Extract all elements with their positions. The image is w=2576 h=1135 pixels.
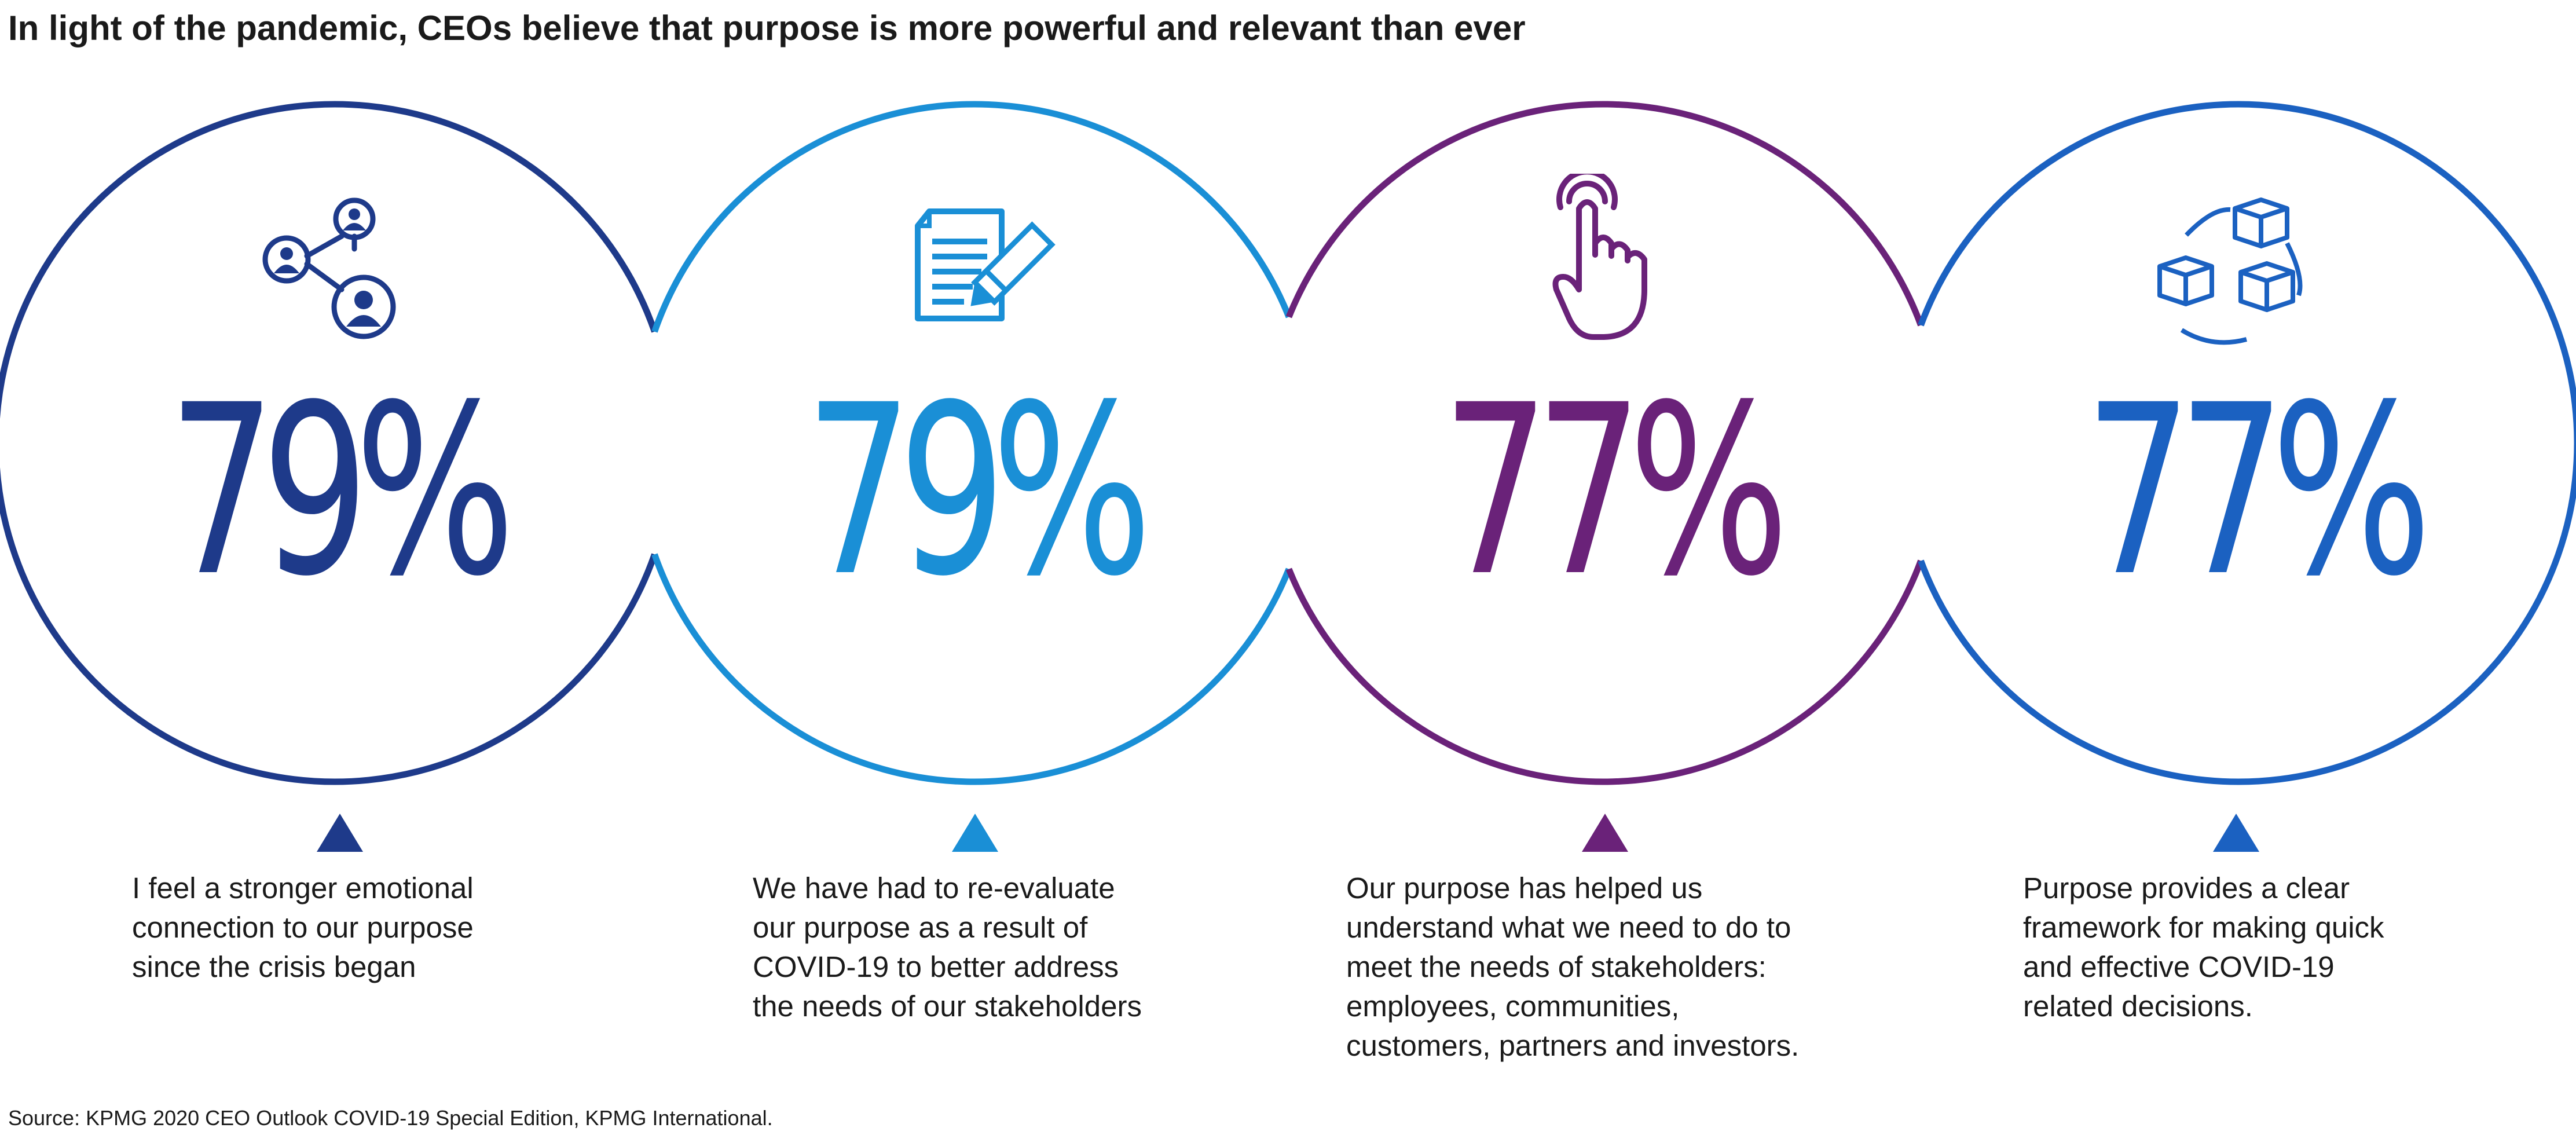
stat-value-4: 77% [2084, 354, 2432, 628]
description-line: COVID-19 to better address [753, 950, 1119, 983]
source-note: Source: KPMG 2020 CEO Outlook COVID-19 S… [8, 1106, 773, 1130]
card-description-1: I feel a stronger emotional connection t… [132, 869, 653, 987]
connected-cubes-icon [2157, 197, 2303, 345]
pointer-triangle-1 [317, 814, 363, 852]
description-line: Purpose provides a clear [2023, 872, 2350, 905]
stat-value-3: 77% [1442, 354, 1789, 628]
ring-arc [651, 553, 1292, 785]
ring-arc [0, 101, 658, 419]
card-description-4: Purpose provides a clear framework for m… [2023, 869, 2544, 1026]
description-line: Our purpose has helped us [1346, 872, 1703, 905]
pointer-triangle-4 [2213, 814, 2259, 852]
description-line: customers, partners and investors. [1346, 1029, 1800, 1062]
ring-arc [1285, 101, 1924, 327]
description-line: I feel a stronger emotional [132, 872, 474, 905]
pointing-hand-icon [1552, 174, 1647, 340]
description-line: understand what we need to do to [1346, 911, 1791, 944]
description-line: and effective COVID-19 [2023, 950, 2335, 983]
pointer-triangle-2 [952, 814, 998, 852]
card-description-3: Our purpose has helped us understand wha… [1346, 869, 1867, 1066]
description-line: the needs of our stakeholders [753, 990, 1142, 1023]
description-line: since the crisis began [132, 950, 416, 983]
ring-arc [651, 101, 1292, 333]
description-line: our purpose as a result of [753, 911, 1088, 944]
description-line: framework for making quick [2023, 911, 2384, 944]
description-line: related decisions. [2023, 990, 2253, 1023]
ring-arc [1285, 559, 1924, 785]
stat-value-1: 79% [168, 354, 515, 628]
description-line: We have had to re-evaluate [753, 872, 1115, 905]
network-people-icon [262, 197, 396, 339]
page-title: In light of the pandemic, CEOs believe t… [8, 9, 1526, 47]
stat-value-2: 79% [805, 354, 1152, 628]
description-line: meet the needs of stakeholders: [1346, 950, 1767, 983]
document-pencil-icon [915, 208, 1056, 321]
ring-arc [1918, 101, 2576, 444]
pointer-triangle-3 [1582, 814, 1628, 852]
ring-arc [1918, 442, 2576, 785]
card-description-2: We have had to re-evaluate our purpose a… [753, 869, 1274, 1026]
description-line: connection to our purpose [132, 911, 474, 944]
ring-arc [0, 467, 658, 785]
description-line: employees, communities, [1346, 990, 1680, 1023]
